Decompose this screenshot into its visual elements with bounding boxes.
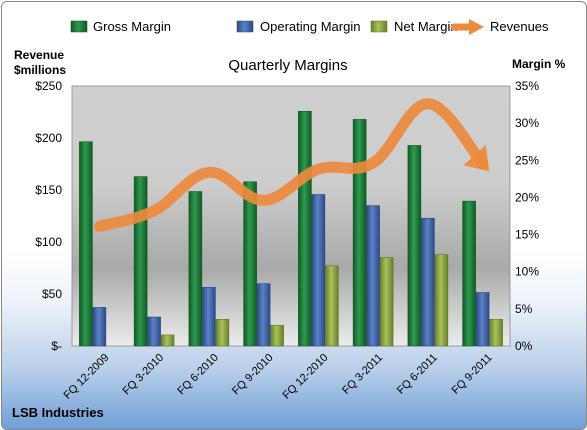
x-tick-label: FQ 3-2011 [340, 352, 385, 397]
left-axis-label-line2: $millions [14, 63, 66, 77]
net-margin-bar [215, 319, 230, 347]
left-tick-label: $200 [35, 131, 62, 145]
right-tick-label: 20% [515, 190, 539, 204]
operating-margin-bar [311, 194, 326, 347]
net-margin-bar [434, 254, 449, 347]
revenue-line [93, 98, 489, 232]
right-tick-label: 0% [515, 339, 533, 353]
legend-gross-margin-swatch [70, 20, 88, 33]
x-tick-label: FQ 12-2010 [281, 352, 331, 402]
left-tick-label: $50 [42, 287, 62, 301]
left-tick-label: $250 [35, 79, 62, 93]
operating-margin-bar [475, 292, 490, 347]
net-margin-bar [489, 319, 503, 347]
gross-margin-bar [407, 145, 422, 347]
gross-margin-bar [352, 119, 367, 347]
footer-company-label: LSB Industries [12, 405, 104, 420]
revenue-line-group [93, 98, 490, 232]
left-tick-label: $- [51, 339, 62, 353]
legend-gross-margin-label: Gross Margin [93, 19, 171, 34]
gross-margin-bar [133, 176, 148, 347]
right-tick-label: 10% [515, 265, 539, 279]
gross-margin-bar [462, 200, 476, 347]
legend: Gross Margin Operating Margin Net Margin… [70, 19, 549, 35]
operating-margin-bar [366, 205, 380, 347]
operating-margin-bar [421, 217, 435, 347]
legend-revenues-arrow-icon [450, 19, 484, 35]
net-margin-bar [325, 265, 339, 347]
left-axis-label-line1: Revenue [14, 48, 64, 62]
left-axis-ticks: $- $50 $100 $150 $200 $250 [35, 79, 62, 353]
legend-operating-margin-swatch [236, 20, 254, 33]
legend-operating-margin-label: Operating Margin [260, 19, 360, 34]
net-margin-bar [379, 257, 394, 347]
gross-margin-bar [188, 191, 203, 347]
operating-margin-bar [256, 283, 271, 347]
operating-margin-bar [147, 316, 161, 347]
x-tick-label: FQ 12-2009 [62, 352, 112, 402]
x-tick-label: FQ 9-2011 [450, 352, 495, 397]
gross-margin-bar [243, 181, 257, 347]
gross-margin-bar [298, 111, 312, 347]
left-tick-label: $100 [35, 235, 62, 249]
x-tick-label: FQ 3-2010 [121, 352, 167, 398]
right-tick-label: 15% [515, 228, 539, 242]
revenue-arrow-head [463, 145, 490, 172]
legend-net-margin-label: Net Margin [394, 19, 458, 34]
right-tick-label: 35% [515, 79, 539, 93]
operating-margin-bar [202, 287, 216, 347]
gross-margin-bar [79, 141, 93, 347]
x-tick-label: FQ 9-2010 [230, 352, 276, 398]
x-tick-label: FQ 6-2011 [395, 352, 440, 397]
right-tick-label: 5% [515, 302, 533, 316]
left-tick-label: $150 [35, 183, 62, 197]
right-axis-ticks: 0% 5% 10% 15% 20% 25% 30% 35% [515, 79, 539, 353]
chart-title: Quarterly Margins [228, 57, 347, 74]
net-margin-bar [270, 324, 284, 347]
right-tick-label: 30% [515, 116, 539, 130]
legend-net-margin-swatch [370, 20, 388, 33]
legend-revenues-label: Revenues [490, 19, 549, 34]
net-margin-bar [160, 334, 175, 347]
right-tick-label: 25% [515, 153, 539, 167]
x-axis-ticks: FQ 12-2009 FQ 3-2010 FQ 6-2010 FQ 9-2010 FQ … [62, 352, 495, 402]
right-axis-label: Margin % [512, 57, 566, 71]
operating-margin-bar [92, 307, 107, 347]
x-tick-label: FQ 6-2010 [175, 352, 221, 398]
